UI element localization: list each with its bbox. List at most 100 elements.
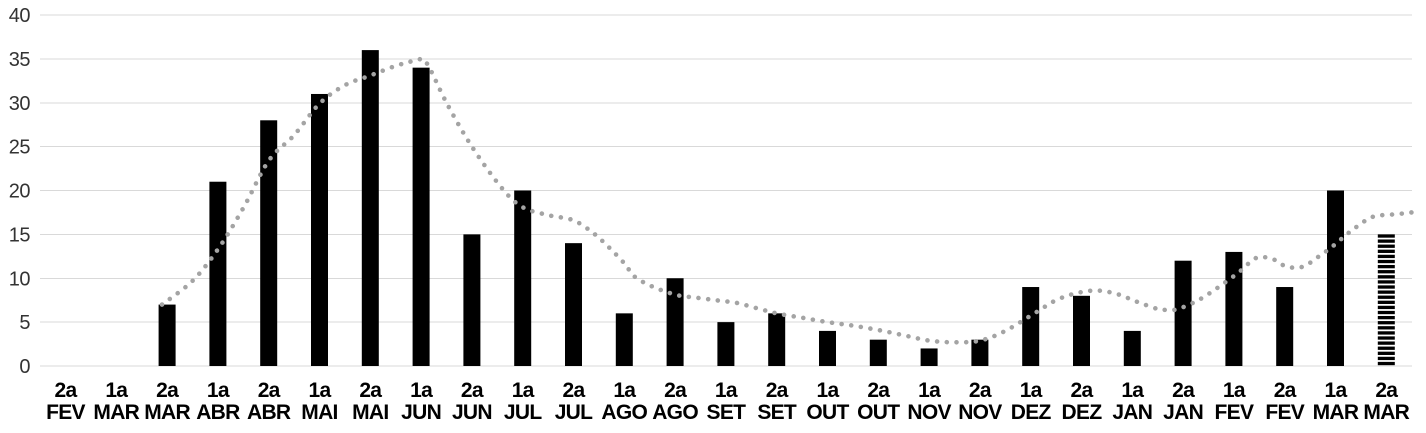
x-axis-label-period: 1a <box>512 379 535 402</box>
bar-stripe <box>1377 356 1395 361</box>
y-axis-tick-label: 25 <box>9 137 31 159</box>
x-axis-label-month: JUL <box>555 401 593 424</box>
bar <box>1123 330 1141 366</box>
bar <box>768 313 786 366</box>
x-axis-label-month: SET <box>757 401 797 424</box>
x-axis-label-period: 1a <box>207 379 230 402</box>
x-axis-label-period: 1a <box>1325 379 1348 402</box>
x-axis-label-period: 2a <box>1375 379 1398 402</box>
bar <box>565 243 582 366</box>
bar <box>666 278 684 366</box>
bar <box>158 304 176 366</box>
bar <box>463 234 481 366</box>
x-axis-label-period: 1a <box>309 379 332 402</box>
bar-stripe <box>1377 341 1395 345</box>
x-axis-label-month: MAI <box>301 401 337 424</box>
x-axis-label-period: 2a <box>55 379 78 402</box>
bar <box>361 50 379 366</box>
bar-stripe <box>1377 346 1395 350</box>
x-axis-label-month: MAR <box>1313 401 1359 424</box>
x-axis-label-period: 1a <box>1223 379 1246 402</box>
bar-stripe <box>1377 315 1395 320</box>
bar-stripe <box>1377 290 1395 294</box>
x-axis-label-month: FEV <box>1265 401 1304 424</box>
bar-stripe <box>1377 331 1395 335</box>
bar-stripe <box>1377 326 1395 330</box>
x-axis-label-period: 2a <box>258 379 281 402</box>
bar-stripe <box>1377 270 1395 274</box>
x-axis-label-period: 1a <box>1121 379 1144 402</box>
x-axis-label-month: ABR <box>196 401 240 424</box>
x-axis-label-period: 2a <box>1172 379 1195 402</box>
y-axis-tick-label: 20 <box>9 181 31 203</box>
bar <box>1276 287 1294 366</box>
bar-stripe <box>1377 351 1395 355</box>
trend-dotted-line <box>159 56 1414 345</box>
bar-stripe <box>1377 244 1395 248</box>
bar-stripe <box>1377 259 1395 264</box>
x-axis-label-month: JUL <box>504 401 542 424</box>
bar-stripe <box>1377 336 1395 340</box>
bar <box>615 313 633 366</box>
bar <box>311 93 328 366</box>
bar-stripe <box>1377 234 1395 238</box>
bar-striped <box>1377 234 1395 366</box>
bar-stripe <box>1377 310 1395 315</box>
bar-stripe <box>1377 295 1395 299</box>
bar <box>717 322 735 366</box>
bar <box>1225 251 1243 366</box>
x-axis-label-period: 2a <box>563 379 586 402</box>
bar <box>209 181 227 366</box>
y-axis-tick-label: 40 <box>9 5 31 27</box>
x-axis-label-period: 1a <box>715 379 738 402</box>
x-axis-label-month: DEZ <box>1062 401 1103 424</box>
gridlines <box>40 14 1412 367</box>
x-axis-labels: 2aFEV1aMAR2aMAR1aABR2aABR1aMAI2aMAI1aJUN… <box>46 379 1410 424</box>
bar <box>819 330 836 366</box>
x-axis-label-period: 2a <box>867 379 890 402</box>
bar-stripe <box>1377 361 1395 366</box>
x-axis-label-period: 2a <box>1071 379 1094 402</box>
x-axis-label-period: 1a <box>410 379 433 402</box>
x-axis-label-month: NOV <box>907 401 951 424</box>
bar <box>260 120 278 366</box>
x-axis-label-month: AGO <box>652 401 698 424</box>
y-axis-tick-label: 5 <box>19 312 30 334</box>
x-axis-label-month: ABR <box>247 401 291 424</box>
y-axis-tick-label: 0 <box>19 356 30 378</box>
x-axis-label-month: SET <box>707 401 747 424</box>
bar <box>514 190 532 366</box>
bar-stripe <box>1377 285 1395 289</box>
bar <box>971 339 989 366</box>
bar-stripe <box>1377 264 1395 269</box>
bar-stripe <box>1377 249 1395 253</box>
x-axis-label-period: 2a <box>359 379 382 402</box>
x-axis-label-period: 1a <box>918 379 941 402</box>
x-axis-label-month: MAI <box>352 401 388 424</box>
bar-stripe <box>1377 239 1395 243</box>
x-axis-label-month: FEV <box>46 401 85 424</box>
bar-stripe <box>1377 321 1395 325</box>
bar-stripe <box>1377 254 1395 259</box>
bar-stripe <box>1377 275 1395 279</box>
x-axis-label-period: 1a <box>105 379 128 402</box>
x-axis-label-period: 2a <box>1274 379 1297 402</box>
bar <box>1174 260 1192 366</box>
x-axis-label-month: DEZ <box>1011 401 1052 424</box>
x-axis-label-month: AGO <box>601 401 647 424</box>
bar <box>1327 190 1344 366</box>
x-axis-label-month: MAR <box>93 401 139 424</box>
y-axis-labels: 0 5 10 15 20 25 30 35 40 <box>9 5 31 378</box>
bar <box>869 339 887 366</box>
x-axis-label-month: JAN <box>1112 401 1152 424</box>
y-axis-tick-label: 35 <box>9 49 31 71</box>
y-axis-tick-label: 10 <box>9 268 31 290</box>
x-axis-label-month: MAR <box>144 401 190 424</box>
x-axis-label-period: 2a <box>969 379 992 402</box>
x-axis-label-month: OUT <box>857 401 900 424</box>
bar <box>1073 295 1090 366</box>
x-axis-label-period: 1a <box>1020 379 1043 402</box>
bar <box>920 348 938 366</box>
